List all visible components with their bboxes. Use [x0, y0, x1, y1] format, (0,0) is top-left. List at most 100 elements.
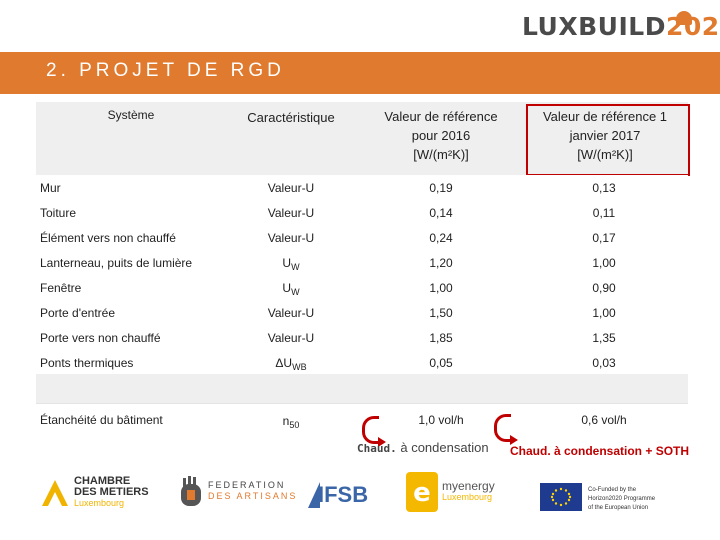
header-systeme: Système	[107, 108, 155, 122]
brand-name: LUXBUILD	[522, 12, 666, 41]
etancheite-v2016: 1,0 vol/h	[418, 413, 464, 427]
fda-logo-icon	[181, 476, 201, 506]
etancheite-v2017: 0,6 vol/h	[581, 413, 627, 427]
table-row: Fenêtre UW 1,00 0,90	[36, 275, 688, 301]
row-value-2017: 0,90	[592, 281, 616, 295]
table-row: Lanterneau, puits de lumière UW 1,20 1,00	[36, 250, 688, 276]
header-ref-2016: Valeur de référence pour 2016 [W/(m²K)]	[370, 107, 512, 164]
highlight-box	[526, 104, 690, 176]
row-value-2016: 1,85	[429, 331, 453, 345]
row-value-2017: 0,03	[592, 356, 616, 370]
eu-flag-icon	[540, 483, 582, 511]
row-value-2016: 1,00	[429, 281, 453, 295]
fda-logo-line: FEDERATION	[208, 480, 286, 490]
row-carac-symbol: U	[282, 281, 292, 295]
row-carac-symbol: ΔU	[275, 356, 293, 370]
row-value-2017: 0,11	[592, 206, 616, 220]
etancheite-row: Étanchéité du bâtiment n50 1,0 vol/h 0,6…	[0, 404, 720, 456]
row-value-2016: 0,14	[429, 206, 453, 220]
row-caracteristique: Valeur-U	[232, 181, 350, 195]
row-carac-symbol: Valeur-U	[267, 231, 315, 245]
row-systeme: Toiture	[40, 206, 77, 220]
arrow-right-icon	[494, 414, 518, 445]
cdm-logo: CHAMBRE DES METIERS Luxembourg	[74, 476, 149, 509]
ifsb-logo-icon	[308, 482, 320, 508]
etancheite-carac-symbol: n	[282, 414, 290, 428]
row-systeme: Mur	[40, 181, 61, 195]
note-condensation-rest: à condensation	[396, 440, 489, 455]
ifsb-logo: IFSB	[318, 482, 369, 507]
header-ref-2017-line: Valeur de référence 1	[542, 109, 668, 124]
row-systeme: Porte d'entrée	[40, 306, 116, 320]
header-ref-2017: Valeur de référence 1 janvier 2017 [W/(m…	[530, 107, 680, 164]
row-caracteristique: Valeur-U	[232, 206, 350, 220]
header-caracteristique: Caractéristique	[247, 110, 335, 125]
row-systeme: Lanterneau, puits de lumière	[40, 256, 193, 270]
table-row: Porte vers non chauffé Valeur-U 1,85 1,35	[36, 325, 688, 351]
row-caracteristique: Valeur-U	[232, 306, 350, 320]
table-spacer-row	[36, 374, 688, 404]
note-condensation-bold: Chaud.	[357, 442, 397, 455]
myenergy-logo-line: myenergy	[442, 479, 495, 493]
etancheite-carac-sub: 50	[289, 420, 300, 430]
fda-logo-line: DES ARTISANS	[208, 491, 298, 501]
row-value-2016: 0,05	[429, 356, 453, 370]
helmet-icon	[676, 11, 692, 25]
header-ref-2016-line: Valeur de référence	[384, 109, 498, 124]
myenergy-logo: myenergy Luxembourg	[442, 479, 495, 503]
title-banner: 2. PROJET DE RGD	[0, 52, 720, 94]
row-value-2016: 1,50	[429, 306, 453, 320]
eu-funding-line: of the European Union	[588, 505, 649, 511]
row-caracteristique: UW	[232, 281, 350, 299]
row-systeme: Porte vers non chauffé	[40, 331, 161, 345]
eu-funding-line: Co-Funded by the	[588, 487, 637, 493]
row-carac-sub: W	[291, 262, 300, 272]
row-value-2016: 0,24	[429, 231, 453, 245]
etancheite-carac: n50	[232, 414, 350, 432]
row-carac-symbol: Valeur-U	[267, 206, 315, 220]
header-ref-2017-unit: [W/(m²K)]	[577, 147, 633, 162]
row-caracteristique: UW	[232, 256, 350, 274]
myenergy-logo-line: Luxembourg	[442, 492, 493, 502]
header-ref-2017-line: janvier 2017	[569, 128, 641, 143]
fda-logo: FEDERATION DES ARTISANS	[208, 480, 297, 502]
header-ref-2016-unit: [W/(m²K)]	[413, 147, 469, 162]
row-carac-symbol: Valeur-U	[267, 306, 315, 320]
row-carac-symbol: U	[282, 256, 292, 270]
note-condensation-soth: Chaud. à condensation + SOTH	[510, 444, 690, 458]
table-row: Toiture Valeur-U 0,14 0,11	[36, 200, 688, 226]
table-row: Ponts thermiques ΔUWB 0,05 0,03	[36, 350, 688, 376]
row-caracteristique: Valeur-U	[232, 331, 350, 345]
cdm-logo-line: Luxembourg	[74, 498, 125, 508]
eu-funding-line: Horizon2020 Programme	[588, 496, 656, 502]
row-systeme: Ponts thermiques	[40, 356, 134, 370]
row-caracteristique: ΔUWB	[232, 356, 350, 374]
row-value-2017: 1,00	[592, 256, 616, 270]
myenergy-logo-icon: e	[406, 472, 438, 512]
cdm-logo-icon	[42, 480, 68, 506]
table-row: Élément vers non chauffé Valeur-U 0,24 0,17	[36, 225, 688, 251]
row-carac-symbol: Valeur-U	[267, 181, 315, 195]
svg-text:e: e	[413, 478, 431, 508]
etancheite-systeme: Étanchéité du bâtiment	[40, 413, 163, 427]
row-value-2016: 1,20	[429, 256, 453, 270]
row-value-2017: 0,13	[592, 181, 616, 195]
luxbuild-logo: LUXBUILD2020	[522, 12, 720, 41]
page-title: 2. PROJET DE RGD	[46, 60, 285, 81]
row-value-2017: 1,35	[592, 331, 616, 345]
row-value-2017: 1,00	[592, 306, 616, 320]
row-value-2017: 0,17	[592, 231, 616, 245]
row-systeme: Fenêtre	[40, 281, 82, 295]
note-condensation: Chaud. à condensation	[357, 440, 489, 455]
table-row: Mur Valeur-U 0,19 0,13	[36, 175, 688, 201]
cdm-logo-line: CHAMBRE	[74, 475, 131, 487]
cdm-logo-line: DES METIERS	[74, 486, 149, 498]
footer-logos: CHAMBRE DES METIERS Luxembourg FEDERATIO…	[0, 456, 720, 540]
row-carac-sub: W	[291, 287, 300, 297]
row-carac-symbol: Valeur-U	[267, 331, 315, 345]
eu-funding-text: Co-Funded by the Horizon2020 Programme o…	[588, 486, 655, 513]
row-systeme: Élément vers non chauffé	[40, 231, 176, 245]
header-ref-2016-line: pour 2016	[411, 128, 471, 143]
row-carac-sub: WB	[292, 362, 307, 372]
row-caracteristique: Valeur-U	[232, 231, 350, 245]
